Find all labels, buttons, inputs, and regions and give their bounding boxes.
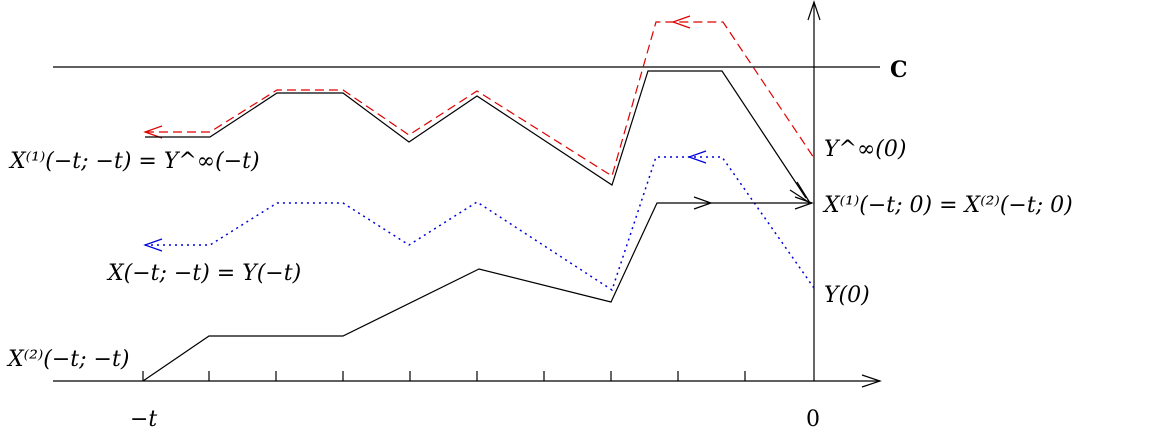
label-zero: 0 <box>806 407 820 432</box>
path-y-arrow-left <box>143 238 163 252</box>
label-x2-left: X⁽²⁾(−t; −t) <box>6 347 129 372</box>
vertical-axis-arrowhead <box>807 0 821 21</box>
label-minus-t: −t <box>130 407 157 432</box>
label-x-y-left: X(−t; −t) = Y(−t) <box>106 261 301 286</box>
label-y-infinity-right: Y^∞(0) <box>824 137 906 162</box>
label-x-right: X⁽¹⁾(−t; 0) = X⁽²⁾(−t; 0) <box>822 193 1073 218</box>
path-y-infinity-arrow-left <box>143 125 163 139</box>
path-x2-arrow-end <box>794 196 814 210</box>
axis-ticks <box>142 371 746 381</box>
label-y-right: Y(0) <box>824 283 870 308</box>
path-x1 <box>145 70 807 199</box>
label-c: C <box>890 57 908 83</box>
time-axis-arrowhead <box>861 374 882 388</box>
path-y-infinity <box>145 21 815 177</box>
path-x2-arrow-mid <box>693 196 713 210</box>
path-x1-arrowhead <box>789 181 811 204</box>
path-y-infinity-arrow-top <box>671 15 691 29</box>
path-x2 <box>142 202 812 382</box>
label-y-infinity-left: X⁽¹⁾(−t; −t) = Y^∞(−t) <box>8 149 260 174</box>
path-y-arrow-top <box>687 150 707 164</box>
